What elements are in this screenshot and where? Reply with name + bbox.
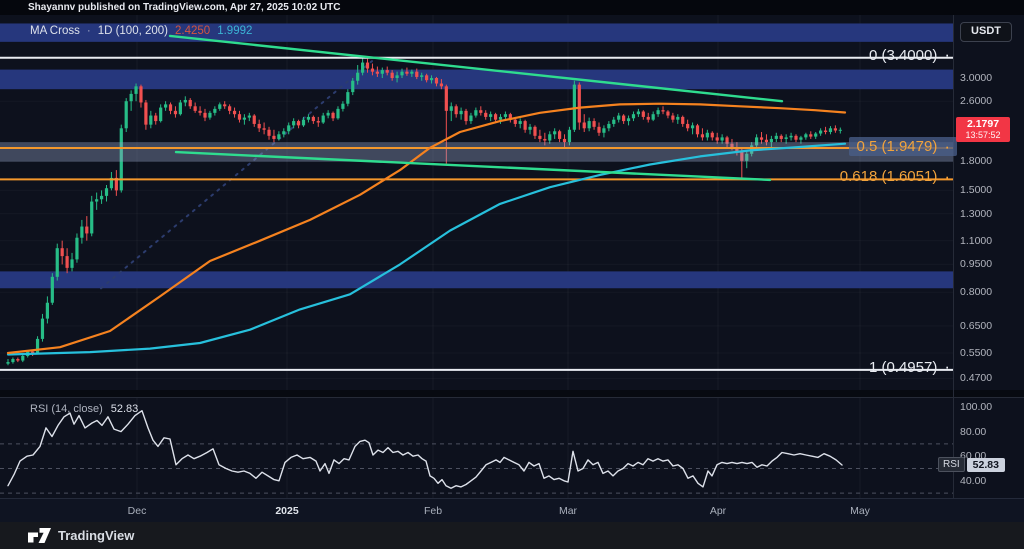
time-tick-label: Mar: [558, 505, 578, 517]
time-tick-label: May: [850, 505, 870, 517]
rsi-legend[interactable]: RSI (14, close) 52.83: [30, 403, 138, 415]
footer-bar[interactable]: TradingView: [0, 522, 1024, 549]
rsi-legend-title: RSI (14, close): [30, 403, 103, 415]
time-axis[interactable]: Dec 2025 Feb Mar Apr May: [0, 498, 1024, 523]
publish-header: Shayannv published on TradingView.com, A…: [0, 0, 1024, 15]
indicator-legend[interactable]: MA Cross · 1D (100, 200) 2.4250 1.9992: [30, 25, 252, 37]
ma1-legend-value: 2.4250: [175, 25, 211, 37]
indicator-separator: ·: [86, 25, 91, 37]
time-tick-label: 2025: [275, 505, 299, 517]
indicator-title: MA Cross: [30, 25, 80, 37]
rsi-badge-label: RSI: [938, 457, 965, 473]
ma2-legend-value: 1.9992: [217, 25, 253, 37]
rsi-legend-value: 52.83: [110, 403, 139, 415]
time-tick-label: Feb: [423, 505, 443, 517]
last-price-value: 2.1797: [966, 117, 1000, 130]
publish-header-text: Shayannv published on TradingView.com, A…: [28, 2, 341, 13]
tradingview-logo-icon: [28, 528, 51, 543]
last-price-badge: 2.1797 13:57:52: [956, 116, 1010, 142]
time-tick-label: Apr: [709, 505, 727, 517]
rsi-value-badge: RSI 52.83: [938, 457, 1005, 473]
rsi-badge-value: 52.83: [966, 457, 1005, 472]
footer-brand-text: TradingView: [58, 528, 135, 543]
currency-toggle-button[interactable]: USDT: [960, 22, 1012, 42]
indicator-params: 1D (100, 200): [97, 25, 169, 37]
bar-countdown: 13:57:52: [965, 129, 1001, 140]
time-tick-label: Dec: [127, 505, 147, 517]
